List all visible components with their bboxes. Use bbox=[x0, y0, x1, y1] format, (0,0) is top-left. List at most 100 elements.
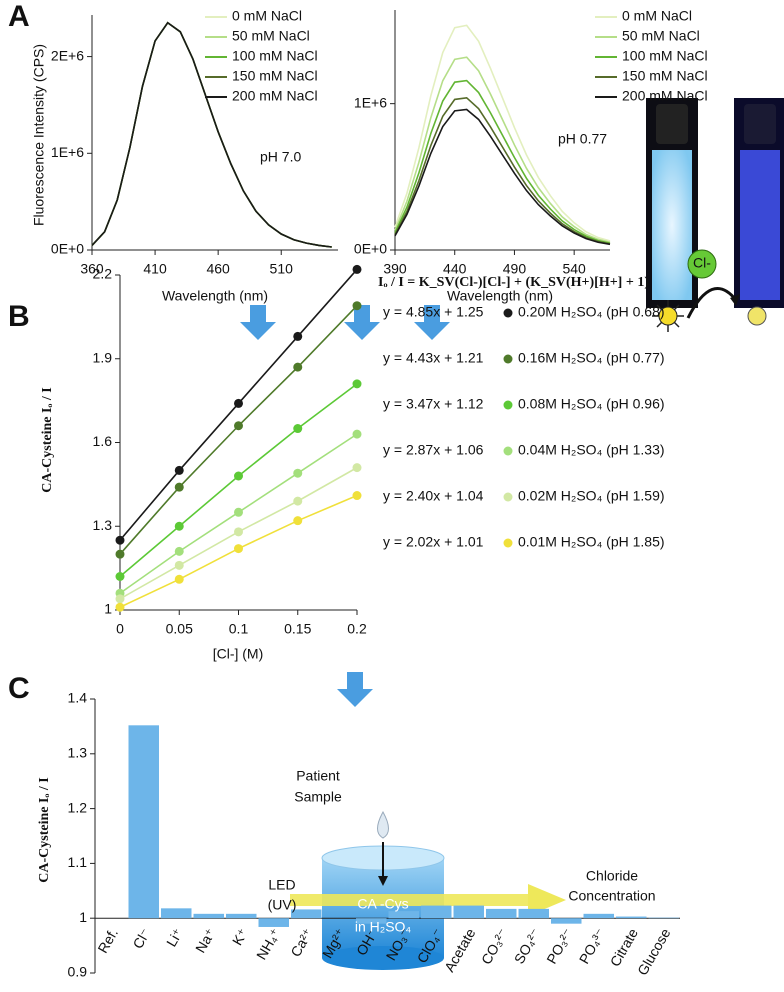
x-tick-label: 410 bbox=[143, 261, 167, 277]
y-tick-label: 1.4 bbox=[68, 690, 88, 706]
y-tick-label: 2E+6 bbox=[51, 47, 84, 63]
x-tick-label: Ca²⁺ bbox=[287, 926, 316, 960]
equation-label: y = 3.47x + 1.12 bbox=[383, 396, 484, 412]
panel-label: A bbox=[8, 0, 30, 33]
legend-label: 0 mM NaCl bbox=[232, 8, 302, 24]
equation-label: y = 4.85x + 1.25 bbox=[383, 304, 484, 320]
legend-marker bbox=[503, 446, 513, 456]
data-point bbox=[234, 527, 243, 537]
y-tick-label: 1E+6 bbox=[354, 94, 387, 110]
annotation: in H₂SO₄ bbox=[355, 919, 412, 935]
annotation: pH 7.0 bbox=[260, 149, 301, 165]
data-point bbox=[352, 264, 362, 274]
legend-label: 150 mM NaCl bbox=[232, 68, 318, 84]
x-tick-label: 0.05 bbox=[166, 621, 193, 637]
x-tick-label: Li⁺ bbox=[163, 926, 186, 950]
spectrum-line bbox=[394, 96, 611, 245]
y-tick-label: 1.2 bbox=[68, 799, 88, 815]
data-point bbox=[293, 331, 303, 341]
y-axis-label: Fluorescence Intensity (CPS) bbox=[31, 44, 47, 226]
x-tick-label: Acetate bbox=[441, 925, 479, 974]
legend-label: 0.20M H₂SO₄ (pH 0.68) bbox=[518, 304, 665, 320]
legend-marker bbox=[503, 400, 513, 410]
x-tick-label: K⁺ bbox=[229, 926, 251, 948]
y-tick-label: 1 bbox=[79, 909, 87, 925]
data-point bbox=[234, 507, 243, 517]
bar bbox=[453, 905, 484, 919]
x-tick-label: PO₄³⁻ bbox=[576, 926, 609, 967]
equation-label: y = 2.87x + 1.06 bbox=[383, 442, 484, 458]
data-point bbox=[234, 421, 243, 431]
y-tick-label: 2.2 bbox=[93, 266, 113, 282]
y-tick-label: 1.3 bbox=[68, 745, 88, 761]
y-tick-label: 1 bbox=[104, 601, 112, 617]
data-point bbox=[115, 535, 125, 545]
x-tick-label: Citrate bbox=[607, 925, 642, 969]
bar bbox=[161, 908, 192, 919]
annotation: Patient bbox=[296, 768, 340, 784]
equation-label: y = 4.43x + 1.21 bbox=[383, 350, 484, 366]
annotation: pH 0.77 bbox=[558, 131, 607, 147]
data-point bbox=[115, 602, 125, 612]
data-point bbox=[234, 398, 243, 408]
data-point bbox=[115, 549, 125, 559]
x-tick-label: Na⁺ bbox=[192, 926, 219, 956]
data-point bbox=[293, 362, 303, 372]
spectrum-line bbox=[394, 24, 611, 242]
spectrum-line bbox=[394, 56, 611, 244]
bar bbox=[486, 908, 517, 919]
spectrum-line bbox=[91, 21, 332, 248]
bar bbox=[258, 918, 289, 927]
annotation: Sample bbox=[294, 789, 342, 805]
legend-label: 200 mM NaCl bbox=[232, 88, 318, 104]
y-tick-label: 1.9 bbox=[93, 349, 113, 365]
bar bbox=[421, 905, 452, 919]
data-point bbox=[352, 491, 362, 501]
bar bbox=[226, 913, 257, 919]
annotation: Concentration bbox=[568, 888, 655, 904]
x-tick-label: SO₄²⁻ bbox=[511, 926, 544, 967]
x-tick-label: CO₃²⁻ bbox=[478, 926, 511, 968]
x-tick-label: Ref. bbox=[94, 926, 121, 956]
y-axis-label: CA-Cysteine Iₒ / I bbox=[37, 777, 52, 883]
legend-label: 100 mM NaCl bbox=[232, 48, 318, 64]
data-point bbox=[293, 496, 303, 506]
x-tick-label: 0.2 bbox=[347, 621, 367, 637]
legend-label: 200 mM NaCl bbox=[622, 88, 708, 104]
data-point bbox=[352, 463, 362, 473]
bar bbox=[518, 908, 549, 919]
legend-label: 50 mM NaCl bbox=[232, 28, 310, 44]
y-tick-label: 1.1 bbox=[68, 854, 88, 870]
bar bbox=[648, 917, 679, 919]
annotation: CA -Cys bbox=[357, 896, 408, 912]
photo-inset bbox=[646, 98, 784, 332]
bar bbox=[356, 918, 387, 924]
legend-label: 0.04M H₂SO₄ (pH 1.33) bbox=[518, 442, 665, 458]
data-point bbox=[234, 544, 243, 554]
annotation: LED bbox=[268, 877, 295, 893]
data-point bbox=[174, 482, 184, 492]
annotation: (UV) bbox=[268, 897, 297, 913]
data-point bbox=[115, 594, 125, 604]
data-point bbox=[293, 468, 303, 478]
x-tick-label: 0 bbox=[116, 621, 124, 637]
legend-marker bbox=[503, 492, 513, 502]
bar bbox=[551, 918, 582, 924]
spectrum-line bbox=[394, 79, 611, 244]
y-tick-label: 1.6 bbox=[93, 433, 113, 449]
data-point bbox=[174, 465, 184, 475]
spectrum-line bbox=[394, 108, 611, 246]
data-point bbox=[293, 516, 303, 526]
x-axis-label: Wavelength (nm) bbox=[447, 288, 553, 304]
x-tick-label: 360 bbox=[80, 261, 104, 277]
x-tick-label: Cl⁻ bbox=[129, 926, 153, 952]
x-axis-label: [Cl-] (M) bbox=[213, 646, 264, 662]
equation-label: y = 2.02x + 1.01 bbox=[383, 534, 484, 550]
legend-marker bbox=[503, 538, 513, 548]
y-tick-label: 1E+6 bbox=[51, 144, 84, 160]
data-point bbox=[293, 424, 303, 434]
data-point bbox=[174, 546, 184, 556]
x-tick-label: 460 bbox=[206, 261, 230, 277]
annotation: Iₒ / I = K_SV(Cl-)[Cl-] + (K_SV(H+)[H+] … bbox=[378, 275, 649, 290]
